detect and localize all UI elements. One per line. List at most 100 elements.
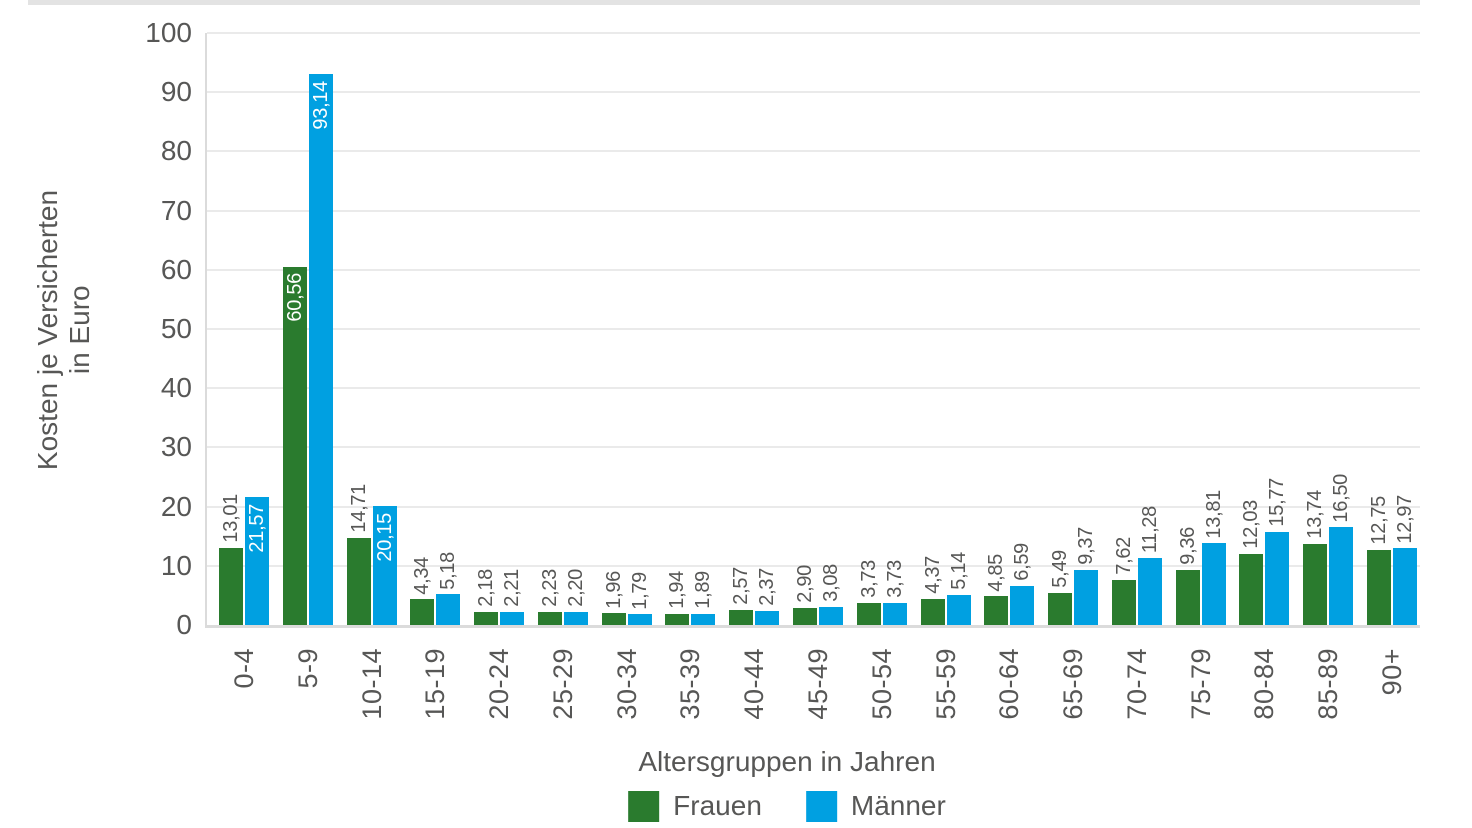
- bar-frauen-65-69: [1048, 592, 1073, 625]
- gridline: [207, 150, 1420, 153]
- x-tick-label: 80-84: [1249, 648, 1280, 720]
- bar-value-label: 13,81: [1202, 489, 1225, 539]
- x-tick-label: 0-4: [229, 648, 259, 689]
- bar-value-label: 4,37: [921, 556, 944, 595]
- gridline: [207, 387, 1420, 390]
- y-tick-label: 10: [160, 549, 192, 581]
- y-tick-label: 0: [176, 609, 192, 640]
- bar-value-label: 2,18: [475, 569, 498, 608]
- bar-value-label: 3,73: [857, 560, 880, 598]
- bar-frauen-40-44: [729, 609, 754, 625]
- x-tick-label: 45-49: [803, 648, 834, 720]
- legend-label-frauen: Frauen: [673, 790, 762, 821]
- bar-männer-35-39: [691, 613, 716, 625]
- bar-frauen-55-59: [920, 599, 945, 625]
- legend-entry-maenner: Männer: [805, 790, 946, 822]
- bar-value-label: 2,37: [756, 568, 779, 606]
- x-tick-label: 15-19: [420, 648, 451, 720]
- bar-männer-50-54: [882, 602, 907, 625]
- bar-value-label: 2,20: [564, 569, 587, 607]
- x-tick-label: 10-14: [356, 648, 387, 720]
- bar-frauen-90+: [1367, 549, 1392, 625]
- bar-männer-60-64: [1010, 586, 1035, 625]
- bar-männer-70-74: [1137, 558, 1162, 625]
- bar-männer-85-89: [1329, 527, 1354, 625]
- bar-männer-25-29: [563, 611, 588, 625]
- y-tick-label: 30: [160, 431, 192, 463]
- gridline: [207, 564, 1420, 567]
- bar-value-label: 1,94: [666, 570, 689, 609]
- bar-frauen-50-54: [856, 602, 881, 625]
- bar-frauen-45-49: [793, 607, 818, 625]
- bar-frauen-30-34: [601, 613, 626, 625]
- bar-value-label: 5,49: [1049, 549, 1072, 588]
- y-tick-label: 20: [160, 490, 192, 522]
- bar-value-label: 12,03: [1240, 500, 1263, 549]
- x-tick-label: 25-29: [547, 648, 578, 720]
- x-tick-label: 35-39: [675, 648, 706, 720]
- bar-männer-90+: [1393, 548, 1418, 625]
- bar-value-label: 9,37: [1075, 526, 1098, 565]
- bar-value-label: 2,21: [501, 569, 524, 607]
- x-tick-label: 90+: [1377, 648, 1408, 696]
- y-tick-label: 50: [160, 313, 192, 344]
- bar-frauen-10-14: [346, 537, 371, 625]
- x-tick-label: 55-59: [930, 648, 961, 720]
- bar-männer-80-84: [1265, 531, 1290, 625]
- bar-value-label: 11,28: [1138, 506, 1161, 554]
- bar-value-label: 12,75: [1368, 495, 1391, 545]
- bar-frauen-75-79: [1175, 569, 1200, 625]
- gridline: [207, 505, 1420, 508]
- bar-frauen-20-24: [474, 612, 499, 625]
- x-tick-label: 60-64: [994, 648, 1025, 720]
- bar-männer-75-79: [1201, 543, 1226, 625]
- bar-value-label: 12,97: [1394, 494, 1417, 544]
- legend-entry-frauen: Frauen: [628, 790, 762, 822]
- bar-frauen-70-74: [1111, 579, 1136, 625]
- bar-value-label: 2,23: [538, 569, 561, 607]
- bar-männer-15-19: [436, 594, 461, 625]
- bar-value-label: 1,96: [602, 570, 625, 609]
- bar-value-label: 7,62: [1112, 537, 1135, 575]
- x-tick-label: 65-69: [1058, 648, 1089, 720]
- x-axis-title: Altersgruppen in Jahren: [638, 746, 936, 777]
- y-tick-label: 60: [160, 253, 192, 285]
- gridline: [207, 91, 1420, 94]
- bar-value-label: 20,15: [373, 512, 396, 562]
- bar-value-label: 60,56: [283, 273, 306, 323]
- gridline: [207, 32, 1420, 34]
- bar-value-label: 21,57: [246, 504, 268, 553]
- bar-value-label: 4,34: [411, 556, 434, 595]
- bar-frauen-5-9: [282, 266, 307, 625]
- bar-value-label: 93,14: [309, 80, 332, 130]
- bar-männer-5-9: [308, 73, 333, 625]
- bar-value-label: 6,59: [1011, 543, 1034, 581]
- bar-value-label: 13,74: [1304, 490, 1327, 539]
- bar-value-label: 3,08: [820, 564, 843, 602]
- bar-männer-55-59: [946, 594, 971, 625]
- gridline: [207, 268, 1420, 271]
- bar-value-label: 1,79: [628, 571, 651, 610]
- y-tick-label: 90: [160, 76, 192, 108]
- bar-frauen-25-29: [537, 611, 562, 625]
- y-tick-label: 70: [160, 194, 192, 226]
- y-tick-label: 80: [160, 135, 192, 167]
- y-tick-label: 100: [145, 17, 192, 48]
- x-tick-label: 85-89: [1313, 648, 1344, 720]
- bar-frauen-15-19: [410, 599, 435, 625]
- bar-frauen-60-64: [984, 596, 1009, 625]
- gridline: [207, 446, 1420, 449]
- bar-value-label: 5,14: [947, 551, 970, 590]
- bar-frauen-85-89: [1303, 543, 1328, 625]
- x-tick-label: 5-9: [292, 648, 323, 689]
- legend-swatch-maenner: [805, 790, 837, 822]
- gridline: [207, 328, 1420, 330]
- bar-value-label: 2,57: [730, 567, 753, 605]
- legend: Frauen Männer: [628, 790, 946, 822]
- bar-frauen-35-39: [665, 613, 690, 625]
- bar-value-label: 14,71: [347, 484, 370, 533]
- bar-männer-10-14: [372, 505, 397, 625]
- top-divider-strip: [28, 0, 1420, 5]
